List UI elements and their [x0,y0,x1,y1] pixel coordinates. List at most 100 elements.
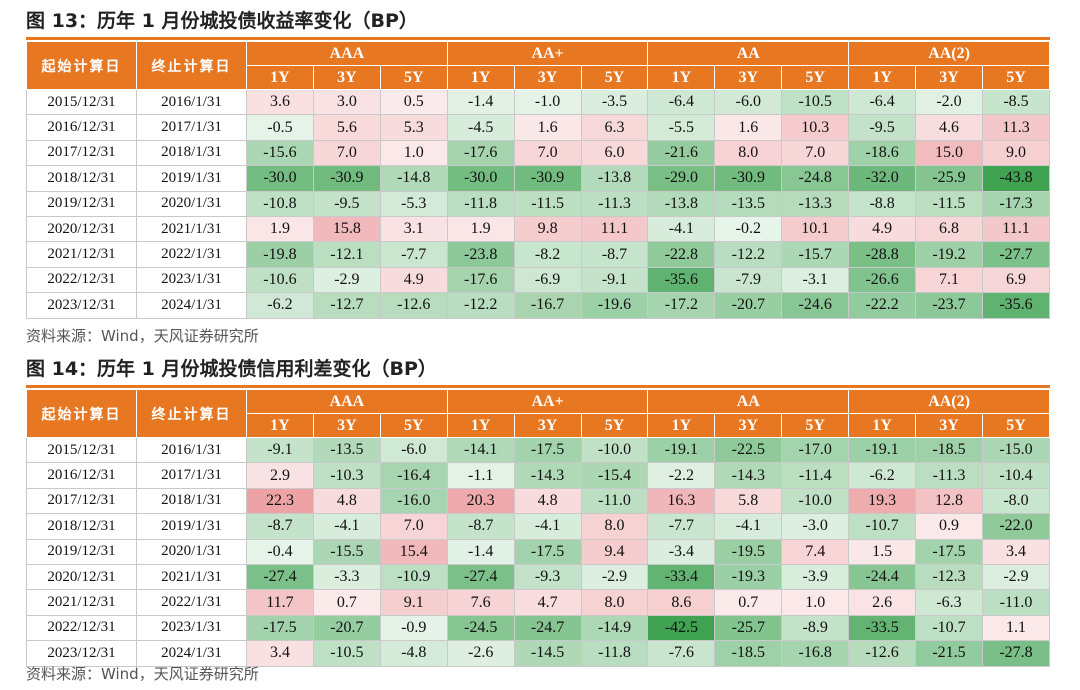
value-cell: 7.0 [379,513,448,540]
tenor-header: 5Y [781,65,850,90]
value-cell: -13.5 [714,190,783,217]
value-cell: -19.2 [915,241,983,268]
table-row: 2015/12/31 2016/1/31 3.6 3.0 0.5 -1.4 -1.0 -3.5… [26,88,1051,116]
value-cell: -22.8 [647,241,716,268]
tenor-header: 5Y [981,65,1051,90]
value-cell: -11.8 [446,190,515,217]
tenor-header: 3Y [714,413,783,438]
value-cell: 0.5 [379,88,448,116]
value-cell: -2.9 [580,563,649,591]
value-cell: 7.6 [446,589,515,616]
value-cell: -7.7 [379,241,448,268]
value-cell: 12.8 [915,487,983,515]
start-date-cell: 2016/12/31 [26,462,137,489]
value-cell: -3.1 [781,266,850,294]
start-date-cell: 2023/12/31 [26,640,137,667]
table-row: 2023/12/31 2024/1/31 -6.2 -12.7 -12.6 -12.2 -1… [26,292,1051,319]
end-date-cell: 2017/1/31 [136,114,247,141]
value-cell: 4.9 [848,215,917,243]
value-cell: -33.5 [848,614,917,642]
end-date-cell: 2024/1/31 [136,292,247,319]
value-cell: 4.9 [379,266,448,294]
value-cell: -22.2 [848,292,917,319]
value-cell: 9.8 [513,215,582,243]
start-date-cell: 2022/12/31 [26,614,137,642]
value-cell: 3.6 [246,88,314,116]
value-cell: -11.5 [513,190,582,217]
value-cell: 1.0 [379,139,448,167]
value-cell: -10.5 [781,88,850,116]
end-date-cell: 2022/1/31 [136,241,247,268]
table-row: 2020/12/31 2021/1/31 -27.4 -3.3 -10.9 -27.4 -9… [26,563,1051,591]
table-row: 2016/12/31 2017/1/31 -0.5 5.6 5.3 -4.5 1.6 6.3-… [26,114,1051,141]
value-cell: -12.7 [312,292,381,319]
start-date-cell: 2023/12/31 [26,292,137,319]
end-date-cell: 2018/1/31 [136,139,247,167]
start-date-cell: 2022/12/31 [26,266,137,294]
value-cell: -10.6 [246,266,314,294]
value-cell: -27.4 [446,563,515,591]
value-cell: -20.7 [312,614,381,642]
tenor-header: 3Y [915,65,983,90]
value-cell: -17.5 [246,614,314,642]
value-cell: -24.6 [781,292,850,319]
table-row: 2019/12/31 2020/1/31 -0.4 -15.5 15.4 -1.4 -17.… [26,538,1051,565]
value-cell: -1.4 [446,538,515,565]
rating-group-header: AA+ [446,389,649,414]
value-cell: 9.0 [981,139,1051,167]
table-row: 2022/12/31 2023/1/31 -17.5 -20.7 -0.9 -24.5 -2… [26,614,1051,642]
value-cell: -9.5 [312,190,381,217]
value-cell: -10.3 [312,462,381,489]
value-cell: -12.3 [915,563,983,591]
value-cell: -17.5 [915,538,983,565]
value-cell: -0.4 [246,538,314,565]
value-cell: -1.1 [446,462,515,489]
value-cell: 3.4 [981,538,1051,565]
table-row: 2017/12/31 2018/1/31 -15.6 7.0 1.0 -17.6 7.0 6.… [26,139,1051,167]
value-cell: -16.7 [513,292,582,319]
value-cell: -12.1 [312,241,381,268]
value-cell: 1.1 [981,614,1051,642]
value-cell: -12.2 [714,241,783,268]
tenor-header: 3Y [513,65,582,90]
value-cell: 4.7 [513,589,582,616]
value-cell: -11.3 [915,462,983,489]
tenor-header: 5Y [379,413,448,438]
value-cell: -4.1 [513,513,582,540]
start-date-cell: 2018/12/31 [26,165,137,192]
value-cell: 9.1 [379,589,448,616]
value-cell: 3.0 [312,88,381,116]
value-cell: -8.0 [981,487,1051,515]
end-date-header: 终止计算日 [136,389,247,438]
value-cell: 6.8 [915,215,983,243]
value-cell: -2.9 [312,266,381,294]
value-cell: -14.8 [379,165,448,192]
table-row: 2023/12/31 2024/1/31 3.4 -10.5 -4.8 -2.6 -14.5… [26,640,1051,667]
start-date-cell: 2020/12/31 [26,215,137,243]
value-cell: -3.0 [781,513,850,540]
value-cell: -17.5 [513,436,582,464]
end-date-cell: 2018/1/31 [136,487,247,515]
start-date-header: 起始计算日 [26,41,137,90]
value-cell: -27.8 [981,640,1051,667]
value-cell: -16.0 [379,487,448,515]
value-cell: -4.5 [446,114,515,141]
value-cell: -42.5 [647,614,716,642]
start-date-cell: 2015/12/31 [26,88,137,116]
tenor-header: 5Y [580,413,649,438]
start-date-cell: 2019/12/31 [26,190,137,217]
value-cell: -8.7 [580,241,649,268]
value-cell: -9.1 [246,436,314,464]
value-cell: -5.5 [647,114,716,141]
value-cell: 5.6 [312,114,381,141]
value-cell: 4.8 [312,487,381,515]
value-cell: 11.3 [981,114,1051,141]
value-cell: -4.1 [714,513,783,540]
value-cell: -5.3 [379,190,448,217]
value-cell: -1.4 [446,88,515,116]
value-cell: -6.0 [714,88,783,116]
value-cell: -14.5 [513,640,582,667]
value-cell: -0.5 [246,114,314,141]
value-cell: -17.2 [647,292,716,319]
value-cell: -0.2 [714,215,783,243]
